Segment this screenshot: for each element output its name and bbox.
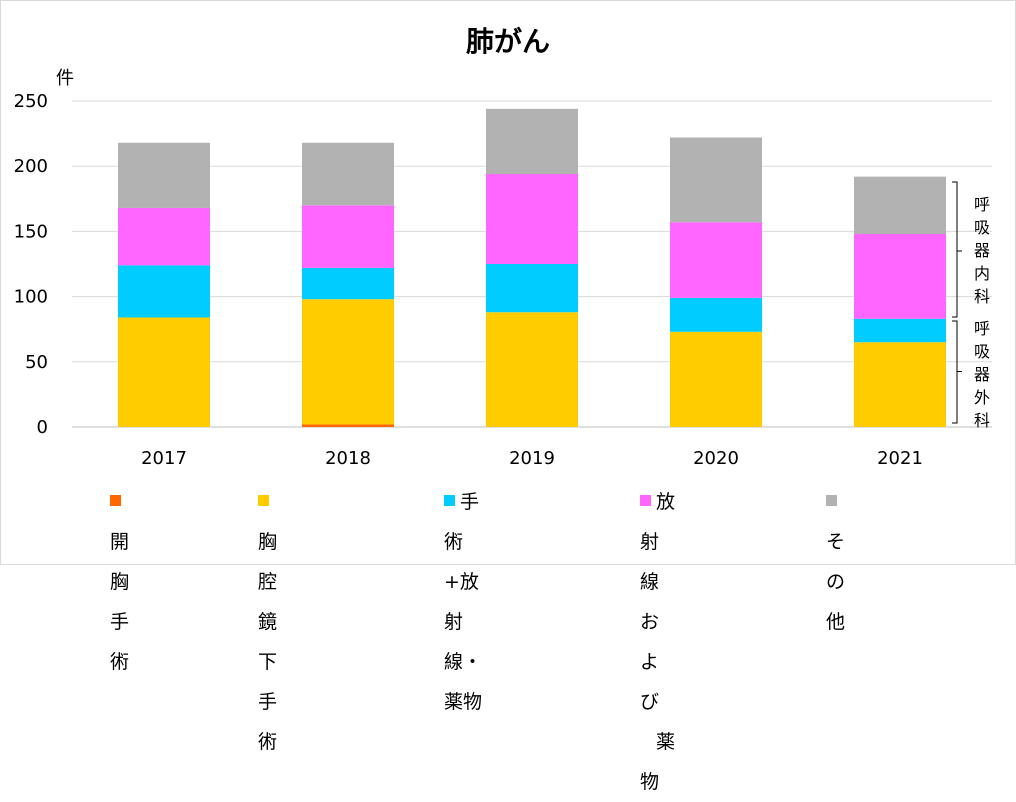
- y-tick-label: 150: [14, 221, 48, 242]
- bar-segment: [302, 267, 394, 300]
- y-tick-label: 100: [14, 287, 48, 308]
- annotation-char: 科: [973, 411, 990, 430]
- bar-segment: [302, 424, 394, 427]
- bracket-lower: [952, 320, 958, 424]
- bar-segment: [486, 108, 578, 175]
- annotation-char: 呼: [973, 319, 990, 338]
- legend-item: 放射線および 薬物: [640, 482, 675, 802]
- y-tick-label: 250: [14, 91, 48, 112]
- annotation-char: 科: [973, 287, 990, 306]
- bar-segment: [118, 265, 210, 318]
- bar-segment: [670, 137, 762, 223]
- bar-segment: [302, 299, 394, 425]
- annotation-char: 吸: [973, 218, 990, 237]
- x-tick-label: 2017: [141, 448, 187, 469]
- bar-segment: [486, 174, 578, 264]
- bar-segment: [670, 331, 762, 427]
- legend-label: 放射線および: [640, 491, 676, 713]
- chart-title: 肺がん: [465, 25, 550, 58]
- bar-segment: [670, 222, 762, 298]
- legend-label: 開胸手術: [110, 531, 130, 673]
- bar-segment: [854, 318, 946, 343]
- legend-label: 手術+放射線・: [444, 491, 483, 673]
- legend-item: 手術+放射線・ 薬物: [444, 482, 482, 722]
- legend-label: その他: [826, 531, 846, 633]
- annotation-char: 内: [973, 264, 990, 283]
- annotation-char: 器: [973, 365, 990, 384]
- legend-swatch: [640, 495, 651, 506]
- legend-swatch: [826, 495, 837, 506]
- y-tick-label: 0: [37, 417, 48, 438]
- y-tick-label: 200: [14, 156, 48, 177]
- bar-segment: [486, 312, 578, 427]
- y-tick-label: 50: [25, 352, 48, 373]
- annotation-char: 器: [973, 241, 990, 260]
- bar-segment: [118, 317, 210, 427]
- bar-segment: [854, 176, 946, 235]
- bar-segment: [302, 142, 394, 206]
- legend-item: 開胸手術: [110, 482, 129, 682]
- y-axis-label: 件: [56, 68, 74, 89]
- annotation-upper-label: 呼吸器内科: [972, 193, 992, 308]
- bar-segment: [670, 297, 762, 332]
- annotation-char: 呼: [973, 195, 990, 214]
- bar-segment: [854, 234, 946, 319]
- bar-segment: [118, 207, 210, 266]
- legend-label: 胸腔鏡下手術: [258, 531, 278, 753]
- legend-swatch: [258, 495, 269, 506]
- bracket-upper: [952, 181, 958, 318]
- legend-label-continued: 薬物: [640, 731, 676, 793]
- bar-segment: [854, 342, 946, 427]
- chart-plot: 0 50 100 150 200 250 2017 2018 2019 2020 2021: [14, 91, 992, 469]
- legend-swatch: [444, 495, 455, 506]
- bar-segment: [302, 205, 394, 268]
- legend-swatch: [110, 495, 121, 506]
- legend-label-continued: 薬物: [444, 691, 483, 713]
- x-tick-label: 2021: [877, 448, 923, 469]
- legend-item: その他: [826, 482, 845, 642]
- legend-item: 胸腔鏡下手術: [258, 482, 277, 762]
- bar-segment: [486, 264, 578, 313]
- x-tick-label: 2019: [509, 448, 555, 469]
- annotation-char: 外: [973, 388, 990, 407]
- annotation-char: 吸: [973, 342, 990, 361]
- x-tick-label: 2018: [325, 448, 371, 469]
- x-tick-label: 2020: [693, 448, 739, 469]
- annotation-lower-label: 呼吸器外科: [972, 317, 992, 432]
- bar-segment: [118, 142, 210, 208]
